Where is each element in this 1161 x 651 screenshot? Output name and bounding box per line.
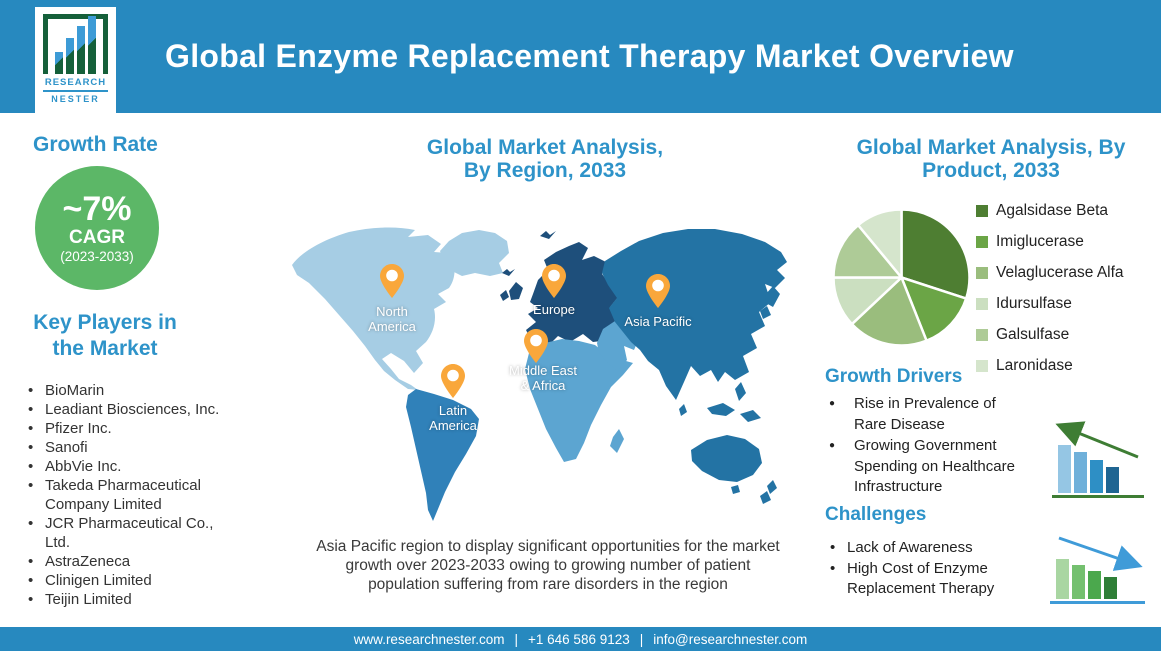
pie-slice-laronidase (856, 208, 903, 279)
legend-color-swatch (976, 267, 988, 279)
growth-rate-value: ~7% (62, 190, 132, 229)
trend-arrow-icon (1058, 536, 1143, 571)
location-pin-icon-north-america (380, 264, 404, 298)
pie-legend: Agalsidase Beta Imiglucerase Velaglucera… (976, 202, 1124, 375)
bar (1072, 565, 1085, 599)
legend-color-swatch (976, 236, 988, 248)
bar (1088, 571, 1101, 599)
bar (1074, 452, 1087, 493)
page-title: Global Enzyme Replacement Therapy Market… (165, 38, 1014, 74)
bar (1058, 445, 1071, 493)
legend-color-swatch (976, 298, 988, 310)
key-player-item: Teijin Limited (25, 590, 240, 609)
location-pin-icon-latin-america (441, 364, 465, 398)
growth-driver-item: Growing Government Spending on Healthcar… (827, 436, 1023, 498)
declining-trend-icon-green (1050, 532, 1145, 604)
location-pin-icon-middle-east-africa (524, 329, 548, 363)
legend-item: Laronidase (976, 357, 1124, 375)
declining-trend-icon-blue (1052, 420, 1144, 498)
key-player-item: Leadiant Biosciences, Inc. (25, 400, 240, 419)
logo-bar (77, 26, 85, 74)
logo-bar (88, 16, 96, 74)
logo-bar (66, 38, 74, 74)
region-analysis-heading: Global Market Analysis, By Region, 2033 (426, 136, 664, 183)
axis-baseline (1052, 495, 1144, 498)
challenge-item: High Cost of Enzyme Replacement Therapy (827, 559, 1007, 600)
region-label-europe: Europe (533, 302, 575, 317)
world-map: North America Europe Asia Pacific Middle… (287, 203, 810, 529)
world-map-svg (292, 227, 787, 521)
growth-rate-circle: ~7% CAGR (2023-2033) (35, 166, 159, 290)
legend-item: Imiglucerase (976, 233, 1124, 251)
key-players-list: BioMarin Leadiant Biosciences, Inc. Pfiz… (25, 381, 240, 609)
growth-drivers-heading: Growth Drivers (825, 366, 963, 387)
cagr-label: CAGR (69, 226, 125, 248)
legend-item: Agalsidase Beta (976, 202, 1124, 220)
key-player-item: JCR Pharmaceutical Co., Ltd. (25, 514, 240, 552)
legend-label: Imiglucerase (996, 233, 1084, 250)
key-player-item: BioMarin (25, 381, 240, 400)
legend-label: Velaglucerase Alfa (996, 264, 1124, 281)
asia-pacific-region (602, 229, 787, 504)
logo-text-nester: NESTER (51, 94, 100, 104)
legend-color-swatch (976, 205, 988, 217)
footer-email: info@researchnester.com (653, 631, 808, 647)
legend-color-swatch (976, 329, 988, 341)
legend-label: Laronidase (996, 357, 1073, 374)
region-label-latin-america: Latin America (429, 403, 477, 433)
legend-label: Idursulfase (996, 295, 1072, 312)
growth-rate-heading: Growth Rate (33, 133, 158, 156)
bar (1104, 577, 1117, 599)
challenge-item: Lack of Awareness (827, 538, 1007, 559)
bar (1056, 559, 1069, 599)
bar (1106, 467, 1119, 493)
key-player-item: AstraZeneca (25, 552, 240, 571)
legend-item: Idursulfase (976, 295, 1124, 313)
region-label-asia-pacific: Asia Pacific (624, 314, 692, 329)
research-nester-logo: RESEARCH NESTER (35, 7, 116, 116)
growth-driver-item: Rise in Prevalence of Rare Disease (827, 394, 1023, 435)
pie-slice-agalsidase-beta (900, 208, 971, 300)
logo-bar (55, 52, 63, 74)
cagr-period: (2023-2033) (60, 248, 134, 264)
key-player-item: Pfizer Inc. (25, 419, 240, 438)
logo-bar-chart-icon (43, 14, 108, 74)
latin-america-region (406, 389, 479, 521)
growth-drivers-list: Rise in Prevalence of Rare Disease Growi… (827, 394, 1023, 499)
footer-separator: | (514, 631, 519, 647)
challenges-heading: Challenges (825, 504, 927, 525)
key-player-item: Takeda Pharmaceutical Company Limited (25, 476, 240, 514)
key-players-heading: Key Players in the Market (33, 311, 177, 360)
pie-slice-velaglucerase-alfa (850, 276, 928, 347)
bar-group (1056, 559, 1133, 599)
asia-pacific-note: Asia Pacific region to display significa… (316, 538, 780, 593)
bar (1090, 460, 1103, 493)
footer-separator: | (639, 631, 644, 647)
region-label-middle-east-africa: Middle East & Africa (509, 363, 577, 393)
footer-bar: www.researchnester.com | +1 646 586 9123… (0, 627, 1161, 651)
legend-label: Agalsidase Beta (996, 202, 1109, 219)
product-pie-chart (832, 208, 971, 347)
key-player-item: Clinigen Limited (25, 571, 240, 590)
bar-group (1058, 445, 1135, 493)
axis-baseline (1050, 601, 1145, 604)
footer-phone: +1 646 586 9123 (528, 631, 630, 647)
trend-arrow-icon (1055, 421, 1139, 459)
key-player-item: Sanofi (25, 438, 240, 457)
product-analysis-heading: Global Market Analysis, By Product, 2033 (856, 136, 1126, 183)
legend-item: Velaglucerase Alfa (976, 264, 1124, 282)
legend-color-swatch (976, 360, 988, 372)
legend-label: Galsulfase (996, 326, 1070, 343)
footer-website: www.researchnester.com (353, 631, 505, 647)
location-pin-icon-europe (542, 264, 566, 298)
north-america-region (292, 227, 509, 390)
challenges-list: Lack of Awareness High Cost of Enzyme Re… (827, 538, 1007, 600)
header-bar: Global Enzyme Replacement Therapy Market… (0, 0, 1161, 116)
logo-text-research: RESEARCH (43, 77, 108, 92)
legend-item: Galsulfase (976, 326, 1124, 344)
key-player-item: AbbVie Inc. (25, 457, 240, 476)
region-label-north-america: North America (368, 304, 416, 334)
location-pin-icon-asia-pacific (646, 274, 670, 308)
